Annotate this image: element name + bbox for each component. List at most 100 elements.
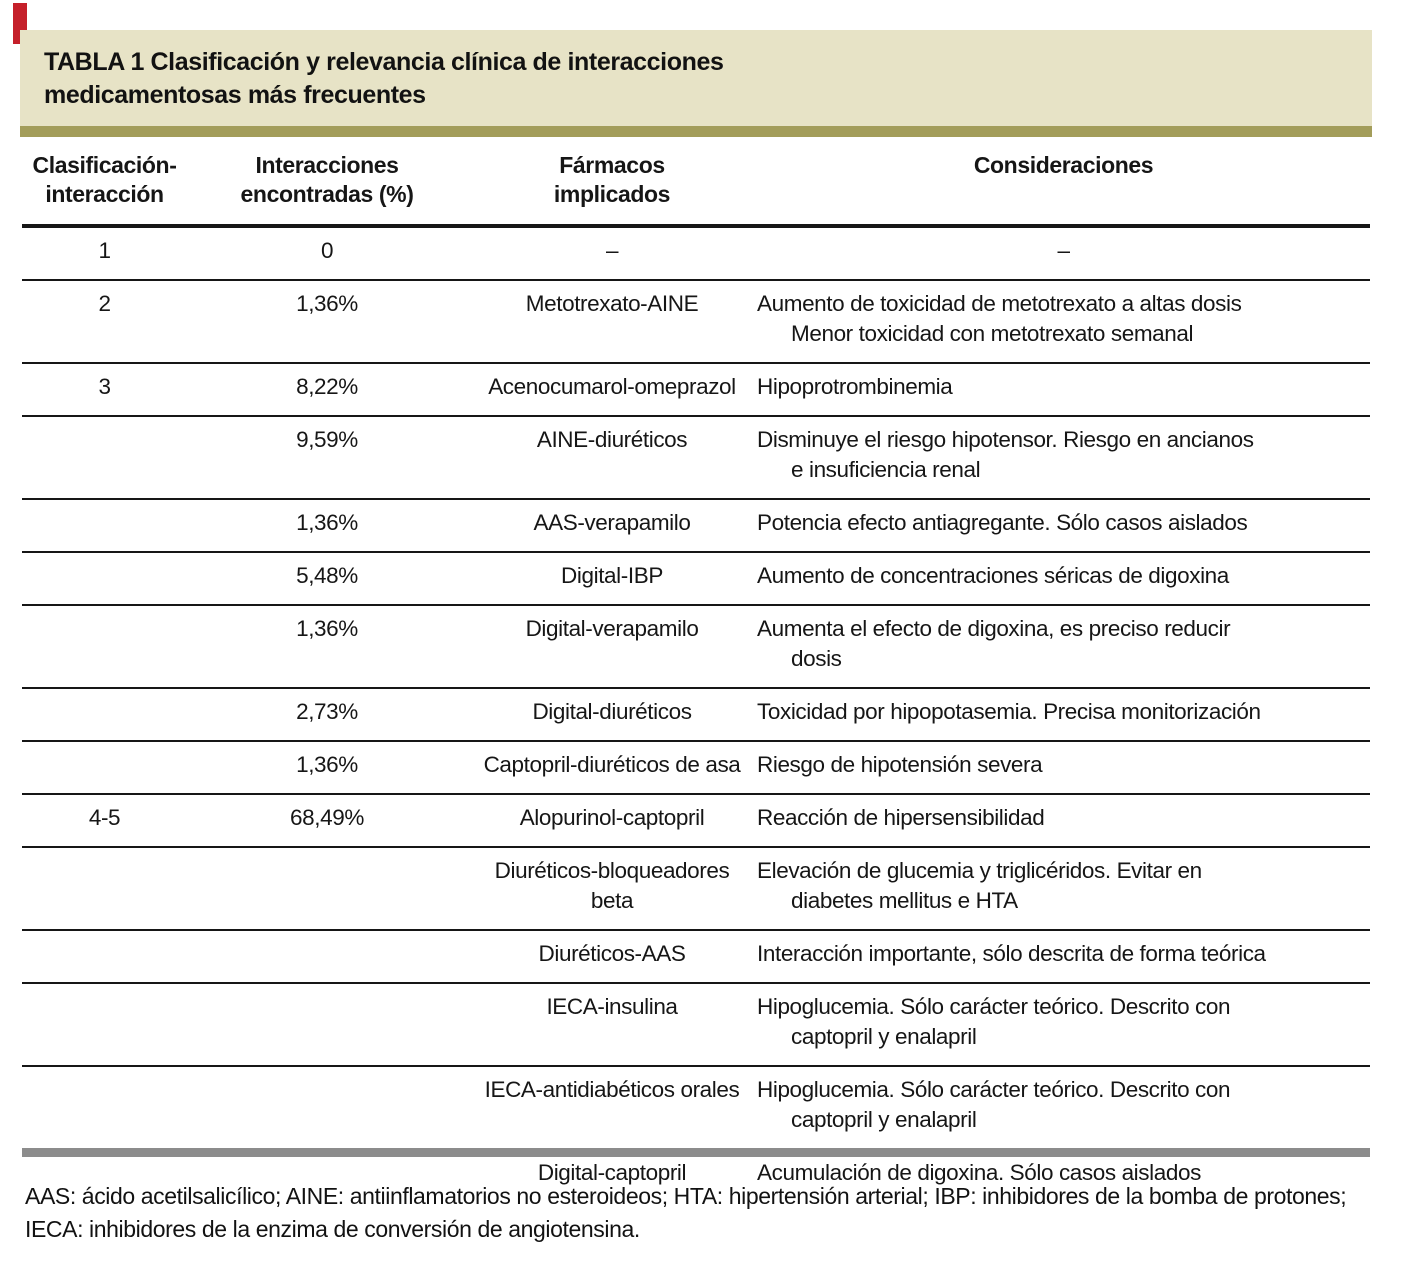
title-band-stripe <box>20 126 1372 137</box>
table-row: 5,48% Digital-IBP Aumento de concentraci… <box>22 551 1370 605</box>
cell-consideraciones: Hipoprotrombinemia <box>757 362 1370 416</box>
cell-consideraciones: Potencia efecto antiagregante. Sólo caso… <box>757 498 1370 552</box>
consideraciones-line: Riesgo de hipotensión severa <box>757 752 1043 777</box>
cell-interacciones-pct: 1,36% <box>187 604 467 688</box>
cell-clasificacion <box>22 982 187 1066</box>
consideraciones-line: Toxicidad por hipopotasemia. Precisa mon… <box>757 699 1261 724</box>
table-body: 1 0 – – 2 1,36% Metotrexato-AINE Aumento… <box>22 226 1370 1201</box>
cell-farmacos: Alopurinol-captopril <box>467 793 757 847</box>
consideraciones-line: Interacción importante, sólo descrita de… <box>757 941 1266 966</box>
col-header-text: Consideraciones <box>973 152 1154 178</box>
cell-consideraciones: Riesgo de hipotensión severa <box>757 740 1370 794</box>
cell-interacciones-pct: 1,36% <box>187 740 467 794</box>
col-header-interacciones: Interacciones encontradas (%) <box>187 140 467 228</box>
cell-interacciones-pct: 5,48% <box>187 551 467 605</box>
cell-consideraciones: Aumento de concentraciones séricas de di… <box>757 551 1370 605</box>
cell-farmacos: IECA-insulina <box>467 982 757 1066</box>
consideraciones-line: captopril y enalapril <box>791 1024 977 1049</box>
cell-consideraciones: Reacción de hipersensibilidad <box>757 793 1370 847</box>
cell-interacciones-pct <box>187 982 467 1066</box>
cell-farmacos: AINE-diuréticos <box>467 415 757 499</box>
cell-farmacos: Diuréticos-bloqueadores beta <box>467 846 757 930</box>
cell-consideraciones: Interacción importante, sólo descrita de… <box>757 929 1370 983</box>
table-bottom-bar <box>22 1148 1370 1157</box>
cell-interacciones-pct: 9,59% <box>187 415 467 499</box>
cell-consideraciones: Hipoglucemia. Sólo carácter teórico. Des… <box>757 1065 1370 1149</box>
consideraciones-line: Menor toxicidad con metotrexato semanal <box>791 321 1194 346</box>
cell-farmacos: Acenocumarol-omeprazol <box>467 362 757 416</box>
consideraciones-line: dosis <box>791 646 842 671</box>
cell-interacciones-pct <box>187 846 467 930</box>
table-title-line-1: TABLA 1 Clasificación y relevancia clíni… <box>44 48 724 76</box>
consideraciones-line: diabetes mellitus e HTA <box>791 888 1018 913</box>
cell-farmacos: Digital-diuréticos <box>467 687 757 741</box>
col-header-farmacos: Fármacos implicados <box>467 140 757 228</box>
cell-clasificacion <box>22 498 187 552</box>
consideraciones-line: Disminuye el riesgo hipotensor. Riesgo e… <box>757 427 1254 452</box>
cell-interacciones-pct: 1,36% <box>187 498 467 552</box>
col-header-text: Fármacos <box>559 152 665 178</box>
cell-farmacos: IECA-antidiabéticos orales <box>467 1065 757 1149</box>
abbreviations-footnote: AAS: ácido acetilsalicílico; AINE: antii… <box>25 1183 1347 1242</box>
table-row: 2,73% Digital-diuréticos Toxicidad por h… <box>22 687 1370 741</box>
cell-clasificacion: 3 <box>22 362 187 416</box>
col-header-text: implicados <box>553 181 671 207</box>
cell-consideraciones: Aumento de toxicidad de metotrexato a al… <box>757 279 1370 363</box>
table-row: 1 0 – – <box>22 226 1370 280</box>
table-row: IECA-antidiabéticos orales Hipoglucemia.… <box>22 1065 1370 1149</box>
consideraciones-line: Hipoprotrombinemia <box>757 374 953 399</box>
cell-consideraciones: Hipoglucemia. Sólo carácter teórico. Des… <box>757 982 1370 1066</box>
consideraciones-line: Hipoglucemia. Sólo carácter teórico. Des… <box>757 994 1231 1019</box>
consideraciones-line: – <box>1057 238 1070 263</box>
cell-clasificacion <box>22 604 187 688</box>
table-row: IECA-insulina Hipoglucemia. Sólo carácte… <box>22 982 1370 1066</box>
cell-interacciones-pct: 68,49% <box>187 793 467 847</box>
consideraciones-line: Aumento de concentraciones séricas de di… <box>757 563 1229 588</box>
consideraciones-line: captopril y enalapril <box>791 1107 977 1132</box>
cell-clasificacion <box>22 551 187 605</box>
cell-interacciones-pct: 0 <box>320 238 334 263</box>
table-title-band: TABLA 1 Clasificación y relevancia clíni… <box>20 30 1372 126</box>
col-header-clasificacion: Clasificación- interacción <box>22 140 187 228</box>
table-row: 2 1,36% Metotrexato-AINE Aumento de toxi… <box>22 279 1370 363</box>
cell-consideraciones: Aumenta el efecto de digoxina, es precis… <box>757 604 1370 688</box>
consideraciones-line: Hipoglucemia. Sólo carácter teórico. Des… <box>757 1077 1231 1102</box>
table-row: 3 8,22% Acenocumarol-omeprazol Hipoprotr… <box>22 362 1370 416</box>
table-row: 1,36% Digital-verapamilo Aumenta el efec… <box>22 604 1370 688</box>
cell-clasificacion <box>22 415 187 499</box>
table-row: 1,36% Captopril-diuréticos de asa Riesgo… <box>22 740 1370 794</box>
col-header-text: interacción <box>45 181 164 207</box>
cell-clasificacion <box>22 1065 187 1149</box>
table-row: 9,59% AINE-diuréticos Disminuye el riesg… <box>22 415 1370 499</box>
cell-clasificacion <box>22 740 187 794</box>
cell-interacciones-pct <box>187 1065 467 1149</box>
consideraciones-line: Reacción de hipersensibilidad <box>757 805 1045 830</box>
table-row: 1,36% AAS-verapamilo Potencia efecto ant… <box>22 498 1370 552</box>
header-row: Clasificación- interacción Interacciones… <box>22 140 1370 228</box>
cell-interacciones-pct <box>187 929 467 983</box>
cell-farmacos: Digital-verapamilo <box>467 604 757 688</box>
consideraciones-line: Aumento de toxicidad de metotrexato a al… <box>757 291 1242 316</box>
col-header-text: Interacciones <box>255 152 399 178</box>
cell-farmacos: Metotrexato-AINE <box>467 279 757 363</box>
cell-consideraciones: Toxicidad por hipopotasemia. Precisa mon… <box>757 687 1370 741</box>
cell-consideraciones: Elevación de glucemia y triglicéridos. E… <box>757 846 1370 930</box>
consideraciones-line: Potencia efecto antiagregante. Sólo caso… <box>757 510 1248 535</box>
table-title-line-2: medicamentosas más frecuentes <box>44 81 426 109</box>
consideraciones-line: Aumenta el efecto de digoxina, es precis… <box>757 616 1231 641</box>
cell-consideraciones: – <box>757 226 1370 280</box>
cell-clasificacion <box>22 687 187 741</box>
cell-farmacos: AAS-verapamilo <box>467 498 757 552</box>
cell-clasificacion: 4-5 <box>22 793 187 847</box>
cell-interacciones-pct: 8,22% <box>187 362 467 416</box>
cell-interacciones-pct: 2,73% <box>187 687 467 741</box>
cell-clasificacion: 2 <box>22 279 187 363</box>
cell-clasificacion: 1 <box>98 238 111 263</box>
consideraciones-line: e insuficiencia renal <box>791 457 981 482</box>
table-row: Diuréticos-bloqueadores beta Elevación d… <box>22 846 1370 930</box>
table-row: 4-5 68,49% Alopurinol-captopril Reacción… <box>22 793 1370 847</box>
table-header: Clasificación- interacción Interacciones… <box>22 140 1370 228</box>
consideraciones-line: Acumulación de digoxina. Sólo casos aisl… <box>757 1160 1201 1185</box>
cell-consideraciones: Disminuye el riesgo hipotensor. Riesgo e… <box>757 415 1370 499</box>
